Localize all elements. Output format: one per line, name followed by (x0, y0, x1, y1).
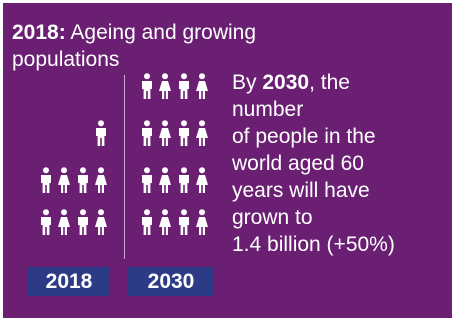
stat-line-6: grown to (232, 206, 313, 229)
person-icon-2018 (39, 167, 53, 193)
stat-line-2: number (232, 98, 304, 121)
title-year: 2018: (12, 21, 66, 44)
stat-line-7: 1.4 billion (+50%) (232, 233, 395, 256)
person-icon-2018 (57, 209, 71, 235)
stat-line-4: world aged 60 (232, 152, 364, 175)
person-icon-2030 (158, 120, 172, 146)
person-icon-2030 (177, 73, 191, 99)
title-text: Ageing and growing populations (12, 21, 257, 71)
person-icon-2018 (94, 120, 108, 146)
person-icon-2030 (177, 209, 191, 235)
person-icon-2030 (195, 167, 209, 193)
person-icon-2030 (195, 73, 209, 99)
year-badge-2018: 2018 (28, 267, 110, 296)
person-icon-2030 (195, 120, 209, 146)
stat-line-1: By 2030, the (232, 71, 350, 94)
person-icon-2018 (94, 209, 108, 235)
person-icon-2030 (177, 167, 191, 193)
person-icon-2018 (94, 167, 108, 193)
person-icon-2030 (140, 209, 154, 235)
person-icon-2030 (195, 209, 209, 235)
people-pictogram: 2018 2030 (3, 3, 233, 318)
stat-line-5: years will have (232, 179, 370, 202)
infographic-card: 2018: Ageing and growing populations 201… (3, 3, 452, 318)
person-icon-2018 (76, 209, 90, 235)
year-badge-2030: 2030 (128, 267, 214, 296)
person-icon-2030 (177, 120, 191, 146)
person-icon-2030 (158, 209, 172, 235)
person-icon-2030 (158, 167, 172, 193)
person-icon-2018 (39, 209, 53, 235)
person-icon-2018 (57, 167, 71, 193)
person-icon-2030 (140, 167, 154, 193)
person-icon-2030 (140, 120, 154, 146)
year-divider (124, 75, 125, 259)
person-icon-2030 (140, 73, 154, 99)
stat-year: 2030 (262, 71, 310, 94)
statistic-text: By 2030, the number of people in the wor… (232, 69, 447, 258)
infographic-title: 2018: Ageing and growing populations (12, 19, 352, 73)
person-icon-2030 (158, 73, 172, 99)
stat-line-3: of people in the (232, 125, 376, 148)
person-icon-2018 (76, 167, 90, 193)
